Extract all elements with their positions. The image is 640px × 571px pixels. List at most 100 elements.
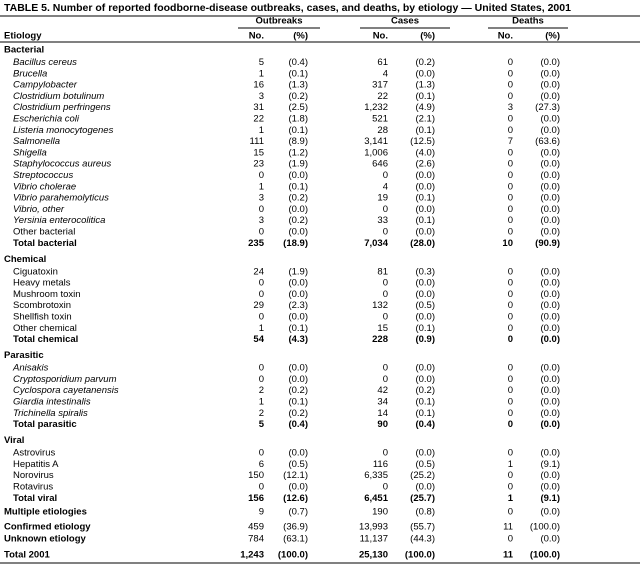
- cell: (0.1): [288, 125, 308, 136]
- cell: (0.0): [415, 374, 435, 385]
- column-header: Etiology: [4, 31, 42, 42]
- cell: (0.0): [540, 408, 560, 419]
- cell: (1.9): [288, 159, 308, 170]
- cell: (0.0): [415, 448, 435, 459]
- row-label: Escherichia coli: [13, 114, 80, 125]
- cell: 0: [508, 385, 513, 396]
- row-label: Total viral: [13, 493, 57, 504]
- cell: (0.0): [415, 204, 435, 215]
- cell: (0.0): [540, 534, 560, 545]
- cell: 10: [502, 238, 513, 249]
- cell: 3,141: [364, 136, 388, 147]
- row-label: Anisakis: [12, 363, 49, 374]
- cell: 0: [508, 80, 513, 91]
- cell: 81: [377, 266, 388, 277]
- cell: 190: [372, 507, 388, 518]
- cell: (0.5): [288, 459, 308, 470]
- cell: (4.3): [288, 334, 308, 345]
- cell: 0: [508, 448, 513, 459]
- cell: 0: [259, 482, 264, 493]
- cell: (0.0): [415, 363, 435, 374]
- row-label: Shellfish toxin: [13, 312, 72, 323]
- cell: (100.0): [530, 522, 560, 533]
- cell: 784: [248, 534, 264, 545]
- cell: 6: [259, 459, 264, 470]
- cell: 0: [508, 507, 513, 518]
- group-header: Cases: [391, 16, 419, 27]
- cell: 0: [383, 374, 388, 385]
- cell: (0.1): [415, 193, 435, 204]
- cell: 0: [508, 397, 513, 408]
- cell: (0.1): [415, 408, 435, 419]
- cell: (0.0): [540, 278, 560, 289]
- cell: 1,006: [364, 147, 388, 158]
- cell: 7: [508, 136, 513, 147]
- cell: (0.0): [540, 193, 560, 204]
- cell: 11: [503, 550, 514, 561]
- cell: (4.0): [415, 147, 435, 158]
- cell: (0.4): [415, 419, 435, 430]
- cell: (0.0): [540, 68, 560, 79]
- row-label: Bacillus cereus: [13, 57, 77, 68]
- cell: 34: [377, 397, 388, 408]
- column-header: (%): [420, 31, 435, 42]
- cell: 0: [508, 227, 513, 238]
- cell: (0.0): [415, 289, 435, 300]
- cell: 54: [253, 334, 264, 345]
- cell: (0.0): [415, 68, 435, 79]
- cell: 24: [253, 266, 264, 277]
- cell: (100.0): [530, 550, 560, 561]
- cell: 2: [259, 408, 264, 419]
- cell: 13,993: [359, 522, 388, 533]
- cell: 14: [377, 408, 388, 419]
- cell: (1.2): [288, 147, 308, 158]
- row-label: Other bacterial: [13, 227, 75, 238]
- cell: 2: [259, 385, 264, 396]
- cell: 0: [259, 363, 264, 374]
- row-label: Giardia intestinalis: [13, 397, 91, 408]
- cell: (0.0): [540, 80, 560, 91]
- row-label: Confirmed etiology: [4, 522, 91, 533]
- cell: 0: [508, 91, 513, 102]
- row-label: Cyclospora cayetanensis: [13, 385, 119, 396]
- cell: 19: [377, 193, 388, 204]
- cell: 11,137: [360, 534, 388, 545]
- cell: 0: [259, 227, 264, 238]
- cell: 1,232: [364, 102, 388, 113]
- cell: 0: [508, 374, 513, 385]
- cell: (0.0): [540, 125, 560, 136]
- row-label: Unknown etiology: [4, 534, 87, 545]
- cell: (0.0): [540, 385, 560, 396]
- cell: 0: [259, 170, 264, 181]
- column-header: No.: [249, 31, 264, 42]
- cell: 0: [508, 68, 513, 79]
- cell: (9.1): [540, 493, 560, 504]
- cell: (0.0): [288, 482, 308, 493]
- cell: (0.8): [415, 507, 435, 518]
- row-label: Scombrotoxin: [13, 300, 71, 311]
- cell: 3: [508, 102, 513, 113]
- cell: (0.0): [415, 278, 435, 289]
- table-title: TABLE 5. Number of reported foodborne-di…: [4, 2, 571, 14]
- cell: (0.0): [540, 397, 560, 408]
- cell: 0: [508, 147, 513, 158]
- row-label: Heavy metals: [13, 278, 71, 289]
- cell: 0: [508, 534, 513, 545]
- cell: 0: [383, 278, 388, 289]
- cell: (0.2): [288, 408, 308, 419]
- row-label: Yersinia enterocolitica: [13, 215, 105, 226]
- cell: 0: [508, 312, 513, 323]
- cell: 29: [253, 300, 264, 311]
- cell: (100.0): [278, 550, 308, 561]
- cell: 235: [248, 238, 265, 249]
- cell: 0: [508, 408, 513, 419]
- cell: (0.1): [415, 397, 435, 408]
- row-label: Other chemical: [13, 323, 77, 334]
- cell: 0: [259, 374, 264, 385]
- cell: 0: [508, 193, 513, 204]
- cell: (0.1): [288, 397, 308, 408]
- row-label: Vibrio cholerae: [13, 181, 76, 192]
- column-header: No.: [373, 31, 388, 42]
- cell: (0.0): [288, 204, 308, 215]
- cell: (2.1): [415, 114, 435, 125]
